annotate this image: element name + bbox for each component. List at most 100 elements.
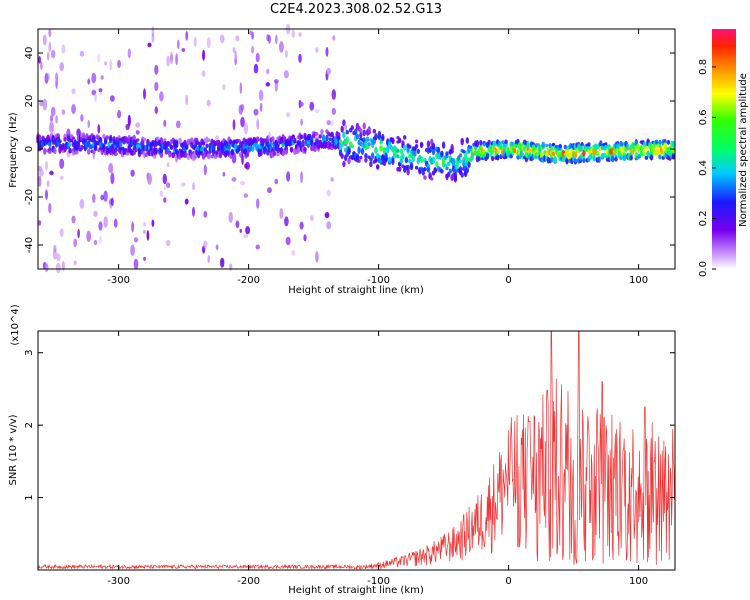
spectrogram-cell [460,172,464,178]
spectrogram-cell [333,137,338,142]
spectrogram-cell [325,46,329,57]
spectrogram-cell [465,137,469,144]
spectrogram-cell [206,99,211,107]
spectrogram-cell [42,34,47,46]
colorbar-tick-label: 0.6 [698,109,709,125]
spectrogram-cell [68,142,72,147]
spectrogram-cell [159,151,164,159]
spectrogram-cell [490,149,495,154]
spectrogram-cell [130,244,136,256]
spectrogram-cell [315,132,319,136]
spectrogram-cell [133,237,139,243]
spectrogram-cell [644,146,649,151]
spectrogram-cell [170,54,173,65]
spectrogram-cell [447,161,451,166]
x-tick-label: -200 [237,275,260,286]
spectrogram-cell [256,198,260,209]
spectrogram-cell [258,89,264,101]
spectrogram-cell [320,129,324,135]
spectrogram-cell [163,184,166,191]
spectrogram-cell [372,128,376,134]
spectrogram-cell [266,68,270,75]
colorbar-ticks: 0.0 0.2 0.4 0.6 0.8 [698,59,716,277]
spectrogram-cell [401,153,405,160]
spectrogram-cell [433,167,437,174]
spectrogram-cell [86,230,92,242]
spectrogram-cell [528,147,532,154]
spectrogram-cell [109,59,112,71]
spectrogram-cell [92,193,96,203]
spectrogram-cell [48,141,52,147]
spectrogram-cell [163,138,167,142]
spectrogram-cell [42,98,47,111]
spectrogram-cell [49,114,54,123]
spectrogram-cell [299,221,304,230]
spectrogram-cell [649,154,654,161]
spectrogram-cell [314,108,320,114]
spectrogram-cell [321,134,326,141]
spectrogram-cell [398,166,402,172]
spectrogram-cell [399,159,404,164]
x-tick-label: 0 [505,275,511,286]
spectrogram-cell [117,110,122,119]
spectrogram-cell [39,169,44,177]
spectrogram-cell [55,262,61,274]
y-tick-label: 40 [24,47,35,60]
spectrogram-cell [102,143,106,150]
spectrogram-cell [127,114,131,127]
spectrogram-cell [51,49,56,59]
colorbar-gradient [712,29,736,269]
spectrogram-cell [231,152,237,164]
spectrogram-cell [59,228,64,237]
spectrogram-cell [143,88,146,100]
spectrogram-cell [114,147,118,153]
spectrogram-cell [629,155,633,161]
spectrogram-cell [256,118,260,130]
spectrogram-cell [93,239,98,246]
spectrogram-cell [671,140,676,148]
spectrogram-cell [215,244,219,250]
spectrogram-cell [399,148,404,155]
spectrogram-cell [231,177,237,182]
spectrogram-cell [143,256,146,261]
spectrogram-cell [614,156,618,162]
spectrogram-cell [350,125,354,131]
spectrogram-cell [276,146,280,154]
spectrogram-cell [453,172,458,180]
spectrogram-cell [87,119,90,129]
spectrogram-cell [169,145,174,149]
spectrogram-cell [359,132,363,138]
spectrogram-cell [285,112,291,118]
spectrogram-cell [458,159,463,164]
spectrogram-cell [40,61,43,71]
spectrogram-cell [553,156,557,163]
spectrogram-cell [298,32,302,37]
spectrogram-cell [48,41,52,53]
spectrogram-cell [387,156,392,163]
spectrogram-cell [232,119,236,131]
spectrogram-cell [592,156,596,162]
spectrogram-cell [283,70,289,79]
spectrogram-cell [273,79,279,84]
spectrogram-cell [315,251,319,263]
spectrogram-cell [364,140,368,146]
colorbar-tick-label: 0.4 [698,160,709,176]
spectrogram-cell [243,193,249,198]
spectrogram-cell [551,151,556,157]
spectrogram-cell [331,89,336,100]
spectrogram-cell [291,135,295,139]
spectrogram-cell [496,154,500,161]
spectrogram-cell [143,229,146,234]
spectrogram-cell [398,138,402,142]
spectrogram-cell [192,182,195,191]
spectrogram-cell [326,120,331,126]
spectrogram-cell [68,149,72,154]
spectrogram-cell [178,137,182,145]
spectrogram-cell [610,155,615,163]
spectrogram-cell [55,72,59,82]
spectrogram-cell [512,147,517,154]
spectrogram-cell [193,155,197,159]
spectrogram-cell [240,103,245,111]
spectrogram-cell [61,109,66,115]
spectrogram-cell [374,158,378,163]
